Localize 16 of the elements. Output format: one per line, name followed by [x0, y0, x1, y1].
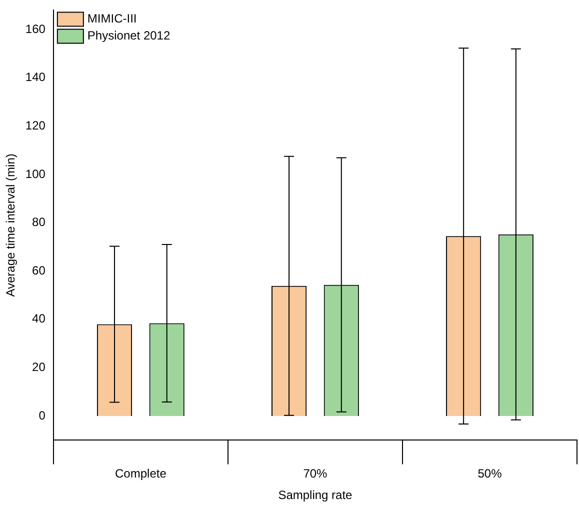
y-tick-label: 140: [25, 70, 46, 84]
y-tick-label: 80: [32, 215, 46, 230]
x-tick-label: 70%: [303, 466, 328, 481]
y-tick-label: 100: [25, 166, 46, 181]
y-axis-title: Average time interval (min): [4, 154, 18, 297]
y-tick-label: 120: [25, 118, 46, 132]
x-axis-title: Sampling rate: [278, 488, 353, 502]
y-tick-label: 60: [32, 263, 46, 278]
y-tick-label: 20: [32, 360, 46, 374]
x-tick-label: 50%: [478, 466, 502, 481]
legend-label: Physionet 2012: [87, 28, 170, 43]
y-tick-label: 160: [25, 22, 46, 36]
y-tick-label: 0: [38, 408, 46, 422]
x-tick-label: Complete: [115, 466, 167, 481]
legend-label: MIMIC-III: [87, 12, 137, 26]
y-tick-label: 40: [32, 312, 46, 326]
